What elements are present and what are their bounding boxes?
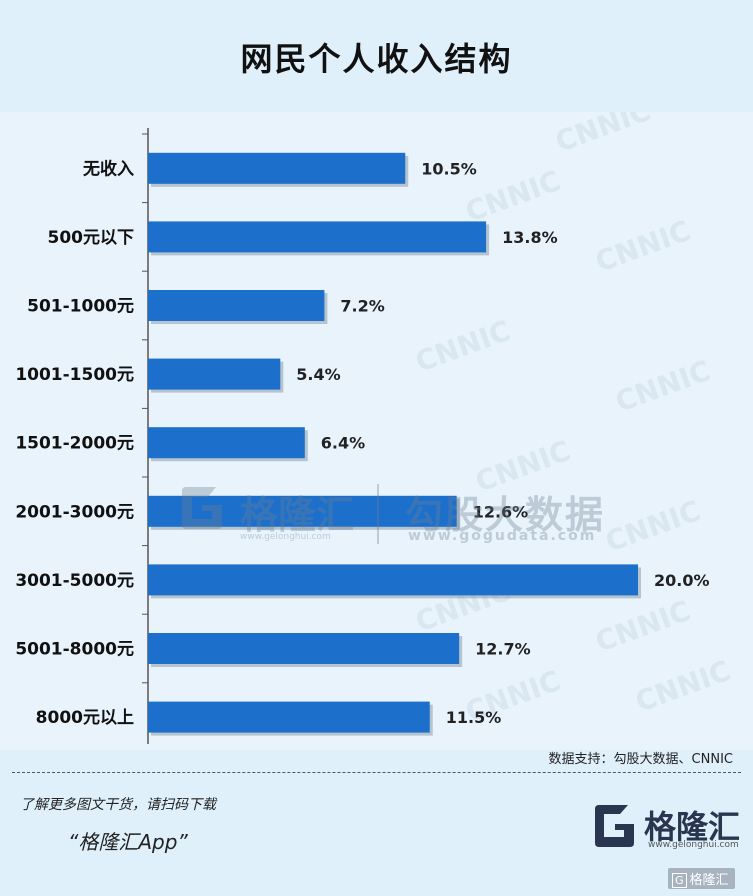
watermark-bg-text: CNNIC	[611, 354, 715, 419]
watermark-bg-text: CNNIC	[591, 594, 695, 659]
footer-logo-name: 格隆汇	[644, 808, 741, 846]
source-note: 数据支持：勾股大数据、CNNIC	[548, 752, 733, 767]
bar	[148, 358, 281, 390]
bar-value-label: 11.5%	[446, 708, 502, 727]
bar-value-label: 6.4%	[321, 434, 365, 453]
footer-promo-text: 了解更多图文干货，请扫码下载	[20, 797, 216, 813]
category-label: 1501-2000元	[15, 434, 134, 454]
watermark-bg-text: CNNIC	[411, 314, 515, 379]
watermark-logo-sub: www.gelonghui.com	[240, 532, 331, 542]
watermark-url: www.gogudata.com	[408, 528, 597, 544]
bar	[148, 495, 457, 527]
bar	[148, 290, 325, 321]
category-label: 1001-1500元	[15, 365, 134, 385]
category-label: 2001-3000元	[15, 502, 134, 522]
watermark-bg-text: CNNIC	[601, 494, 705, 559]
category-label: 501-1000元	[27, 297, 134, 317]
dashed-divider	[12, 772, 741, 773]
chart-panel: CNNIC CNNIC CNNIC CNNIC CNNIC CNNIC CNNIC CNNIC…	[0, 112, 753, 750]
bar-value-label: 5.4%	[296, 365, 340, 384]
category-label: 无收入	[82, 158, 134, 179]
bar-value-label: 12.6%	[473, 502, 529, 521]
bar-value-label: 10.5%	[421, 159, 477, 178]
watermark-bg-text: CNNIC	[631, 654, 735, 719]
bar-value-label: 13.8%	[502, 228, 558, 247]
watermark-bg-text: CNNIC	[551, 112, 655, 159]
corner-watermark-text: 格隆汇	[689, 873, 729, 888]
watermark-logo-name: 格隆汇	[240, 493, 355, 537]
bar-value-label: 20.0%	[654, 571, 710, 590]
footer-app-name: “格隆汇App”	[68, 830, 188, 854]
bar	[148, 152, 406, 184]
category-label: 3001-5000元	[15, 571, 134, 591]
watermark-divider	[377, 484, 379, 544]
bar	[148, 564, 638, 596]
corner-watermark: G 格隆汇	[668, 868, 735, 889]
bar-value-label: 12.7%	[475, 640, 531, 659]
category-label: 8000元以上	[36, 708, 134, 728]
bar	[148, 221, 487, 253]
bar-chart: CNNICCNNICCNNICCNNICCNNICCNNICCNNICCNNIC…	[15, 112, 735, 744]
watermark-logo-icon	[182, 487, 222, 529]
bar	[148, 633, 460, 664]
bar	[148, 701, 430, 733]
watermark-bg-text: CNNIC	[591, 214, 695, 279]
category-label: 500元以下	[48, 228, 135, 248]
footer-logo-url: www.gelonghui.com	[648, 840, 739, 850]
watermark-brand: 勾股大数据	[405, 493, 606, 537]
category-label: 5001-8000元	[15, 640, 134, 660]
bar-value-label: 7.2%	[340, 297, 384, 316]
page-title: 网民个人收入结构	[240, 40, 513, 78]
bar	[148, 427, 305, 459]
corner-g-icon: G	[672, 873, 687, 888]
gelonghui-logo-icon	[595, 805, 634, 847]
